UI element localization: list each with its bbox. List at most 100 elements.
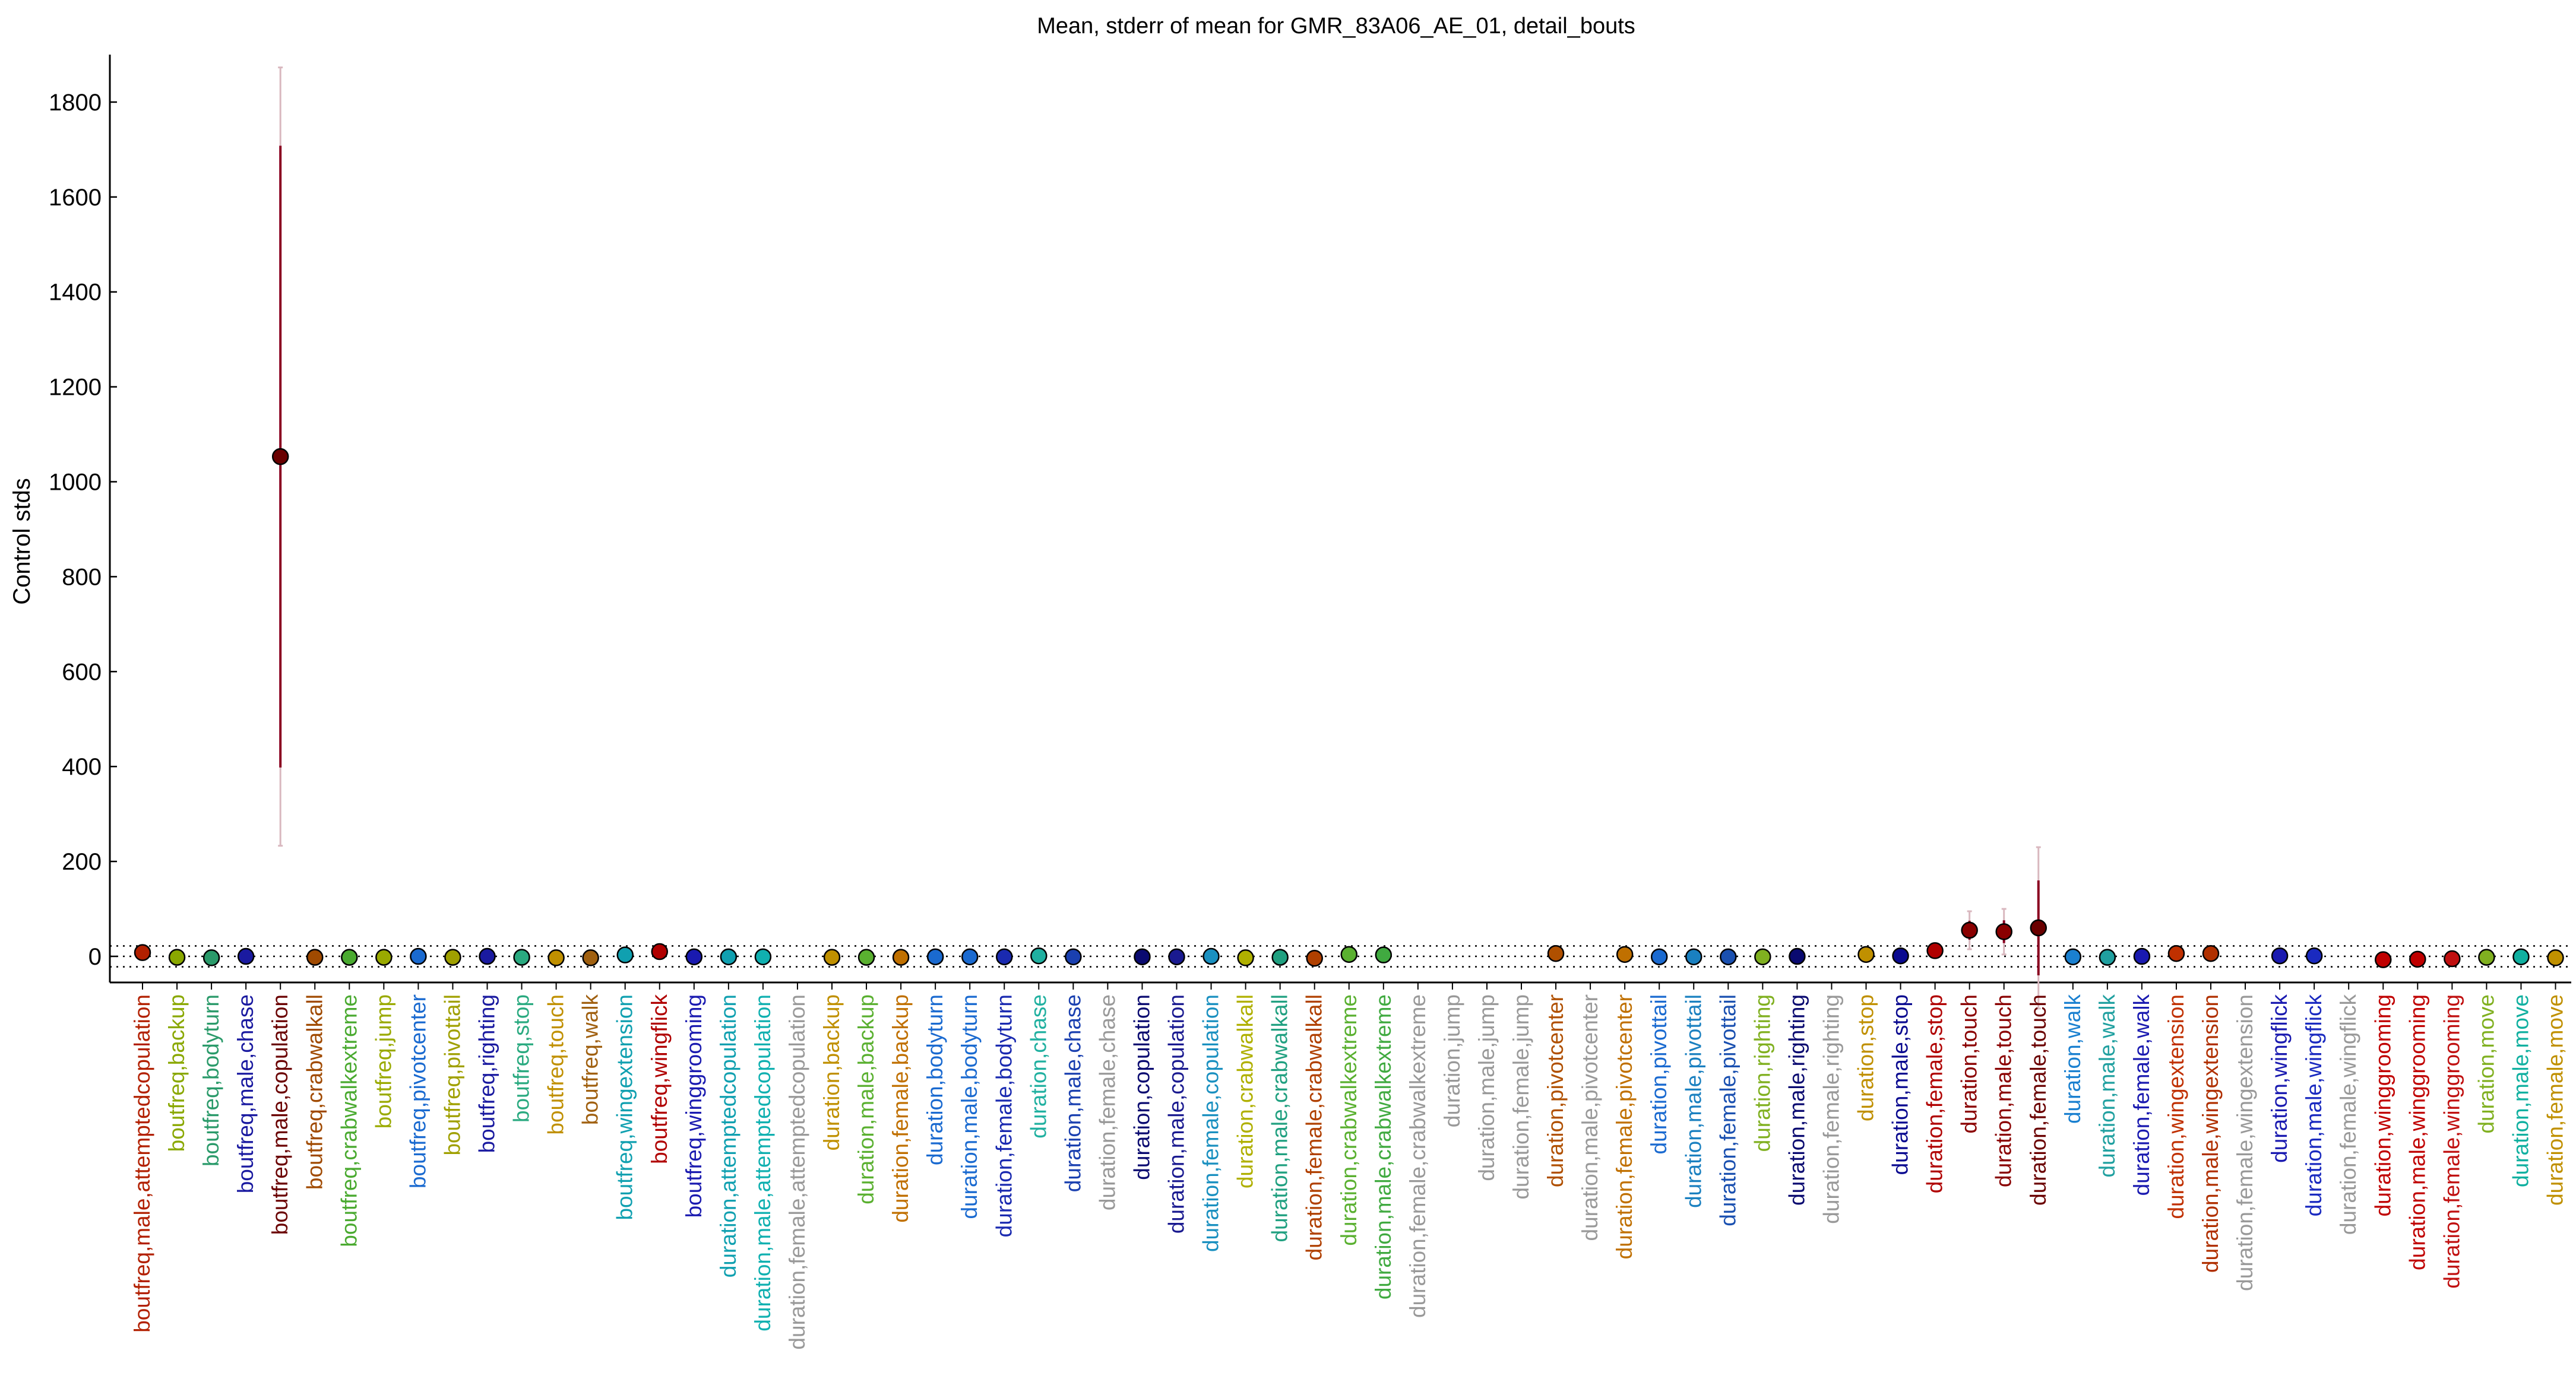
x-tick-label: duration,bodyturn xyxy=(923,994,947,1165)
data-point xyxy=(754,948,772,966)
x-tick-label: duration,jump xyxy=(1440,994,1464,1127)
data-point xyxy=(857,949,875,966)
chart-title: Mean, stderr of mean for GMR_83A06_AE_01… xyxy=(1037,14,1635,39)
data-point xyxy=(2202,944,2220,962)
x-tick-label: duration,male,attemptedcopulation xyxy=(751,994,775,1332)
x-tick-label: duration,male,stop xyxy=(1888,994,1913,1175)
data-point xyxy=(2064,948,2082,966)
x-tick-label: boutfreq,pivotcenter xyxy=(406,994,430,1188)
x-tick-label: duration,female,jump xyxy=(1509,994,1533,1200)
data-point xyxy=(1134,948,1151,966)
data-point xyxy=(134,944,151,961)
x-tick-label: duration,crabwalkextreme xyxy=(1337,994,1361,1246)
x-tick-label: duration,male,winggrooming xyxy=(2405,994,2429,1270)
data-point xyxy=(2133,947,2151,965)
data-point xyxy=(1616,946,1634,963)
x-tick-label: duration,attemptedcopulation xyxy=(716,994,740,1277)
data-point xyxy=(1961,921,1978,939)
x-tick-label: duration,male,walk xyxy=(2095,994,2119,1178)
x-tick-label: duration,female,crabwalkall xyxy=(1302,994,1327,1260)
data-point xyxy=(237,947,255,965)
data-point xyxy=(1789,947,1806,965)
x-tick-label: boutfreq,male,copulation xyxy=(268,994,292,1235)
data-point xyxy=(996,948,1013,966)
x-tick-label: duration,male,pivottail xyxy=(1681,994,1705,1208)
x-tick-label: duration,female,stop xyxy=(1923,994,1947,1193)
data-point xyxy=(651,943,668,960)
x-tick-label: boutfreq,crabwalkall xyxy=(302,994,327,1190)
data-point xyxy=(1720,948,1737,966)
y-tick-label: 800 xyxy=(62,564,102,590)
x-tick-label: boutfreq,male,chase xyxy=(233,994,258,1193)
data-point xyxy=(513,949,530,966)
data-point xyxy=(1892,947,1909,965)
x-tick-label: duration,pivotcenter xyxy=(1543,994,1568,1187)
x-tick-label: duration,winggrooming xyxy=(2371,994,2395,1216)
x-tick-label: duration,female,chase xyxy=(1095,994,1119,1210)
data-point xyxy=(2444,950,2461,968)
x-tick-label: duration,male,pivotcenter xyxy=(1578,994,1602,1241)
y-tick-label: 1400 xyxy=(49,280,102,306)
x-tick-label: duration,move xyxy=(2474,994,2498,1133)
data-point xyxy=(2030,919,2047,937)
x-tick-label: duration,female,righting xyxy=(1819,994,1843,1224)
data-point xyxy=(548,949,565,966)
data-point xyxy=(1547,944,1565,962)
data-point xyxy=(1375,946,1393,963)
x-tick-label: duration,righting xyxy=(1750,994,1774,1152)
data-point xyxy=(1065,948,1082,966)
data-point xyxy=(479,947,496,965)
x-tick-label: duration,male,chase xyxy=(1061,994,1085,1192)
data-point xyxy=(271,448,289,465)
data-point xyxy=(1306,949,1323,967)
x-tick-label: duration,female,pivotcenter xyxy=(1612,994,1637,1259)
x-tick-label: duration,wingflick xyxy=(2267,994,2292,1163)
data-point xyxy=(823,949,841,966)
data-point xyxy=(926,948,944,966)
x-tick-label: duration,pivottail xyxy=(1647,994,1671,1154)
x-tick-label: duration,female,wingextension xyxy=(2233,994,2257,1291)
data-point xyxy=(1237,949,1254,966)
data-point xyxy=(1685,948,1702,966)
x-tick-label: duration,touch xyxy=(1957,994,1982,1134)
data-point xyxy=(1030,947,1048,965)
data-point xyxy=(2409,950,2426,968)
data-point xyxy=(410,947,427,965)
data-point xyxy=(1995,923,2012,940)
x-tick-label: duration,female,crabwalkextreme xyxy=(1406,994,1430,1318)
x-tick-label: duration,female,copulation xyxy=(1199,994,1223,1252)
data-point xyxy=(961,948,979,966)
data-point xyxy=(2478,949,2495,966)
data-point xyxy=(306,949,324,966)
data-point xyxy=(1857,946,1875,963)
x-tick-label: duration,crabwalkall xyxy=(1233,994,1258,1188)
data-point xyxy=(341,949,358,966)
x-tick-label: duration,female,bodyturn xyxy=(992,994,1016,1237)
x-tick-label: boutfreq,wingextension xyxy=(613,994,637,1221)
data-point xyxy=(1271,949,1289,966)
x-tick-label: boutfreq,male,attemptedcopulation xyxy=(130,994,154,1333)
y-tick-label: 1200 xyxy=(49,375,102,401)
data-point xyxy=(720,948,738,966)
y-tick-label: 200 xyxy=(62,849,102,875)
data-point xyxy=(2375,951,2392,968)
y-tick-label: 600 xyxy=(62,659,102,685)
data-point xyxy=(2512,948,2530,966)
data-point xyxy=(2547,949,2564,966)
x-tick-label: duration,male,bodyturn xyxy=(957,994,982,1219)
data-point xyxy=(2271,947,2289,965)
x-tick-label: duration,backup xyxy=(819,994,844,1150)
y-tick-label: 1600 xyxy=(49,185,102,211)
x-tick-label: duration,female,attemptedcopulation xyxy=(785,994,809,1350)
y-tick-label: 1800 xyxy=(49,90,102,116)
data-point xyxy=(202,949,220,966)
data-point xyxy=(1168,948,1185,966)
x-tick-label: duration,male,wingflick xyxy=(2302,994,2326,1217)
x-tick-label: duration,stop xyxy=(1854,994,1878,1121)
x-tick-label: duration,male,touch xyxy=(1992,994,2016,1187)
x-tick-label: boutfreq,jump xyxy=(371,994,395,1128)
x-tick-label: duration,male,crabwalkall xyxy=(1268,994,1292,1242)
x-tick-label: duration,male,jump xyxy=(1474,994,1499,1181)
x-tick-label: boutfreq,righting xyxy=(475,994,499,1153)
